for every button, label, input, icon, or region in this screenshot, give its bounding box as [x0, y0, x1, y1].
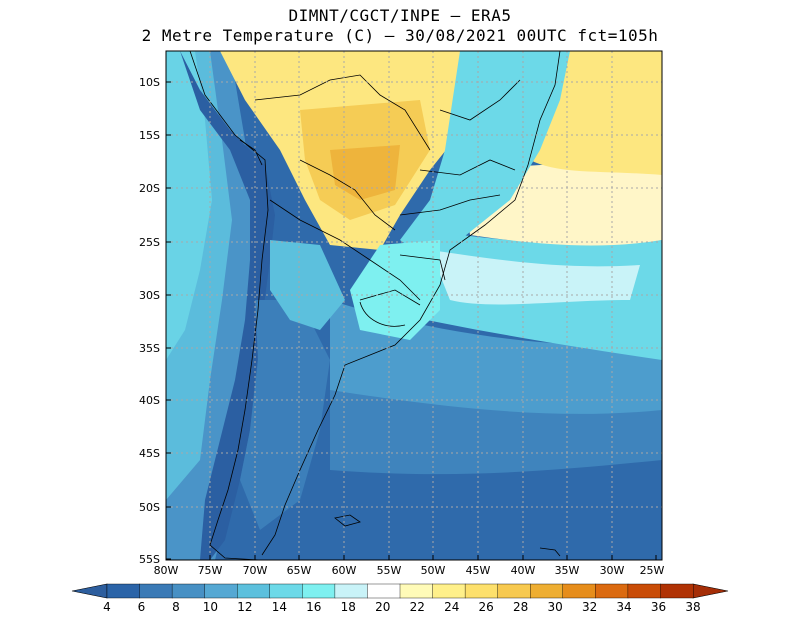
- lon-label-30w: 30W: [600, 564, 625, 577]
- lat-label-25s: 25S: [139, 236, 160, 249]
- lon-label-60w: 60W: [332, 564, 357, 577]
- border-peru-chile: [239, 139, 263, 166]
- lon-label-40w: 40W: [511, 564, 536, 577]
- falkland-islands: [334, 514, 361, 527]
- colorbar-label: 8: [172, 600, 180, 614]
- lat-label-10s: 10S: [139, 76, 160, 89]
- colorbar-cell: [237, 583, 271, 599]
- colorbar-label: 4: [103, 600, 111, 614]
- border-brazil-states-1: [439, 79, 521, 121]
- colorbar: 4 6 8 10 12 14 16 18 20 22 24 26 28 30 32 34 36 38: [71, 583, 729, 614]
- colorbar-cell: [171, 583, 206, 599]
- uruguay-coast: [359, 301, 406, 327]
- atlantic-coastline: [261, 51, 561, 556]
- lon-label-45w: 45W: [466, 564, 491, 577]
- lon-label-65w: 65W: [287, 564, 312, 577]
- border-brazil-states-4: [399, 254, 446, 281]
- border-brazil-states-2: [419, 159, 516, 176]
- lat-label-20s: 20S: [139, 182, 160, 195]
- colorbar-label: 14: [272, 600, 287, 614]
- land-band-14-east: [400, 51, 570, 255]
- title-line-2: 2 Metre Temperature (C) – 30/08/2021 00U…: [141, 26, 659, 45]
- lat-label-15s: 15S: [139, 129, 160, 142]
- colorbar-cell: [204, 583, 238, 599]
- title-line-1: DIMNT/CGCT/INPE – ERA5: [288, 6, 512, 25]
- temperature-field: [166, 51, 662, 560]
- colorbar-label: 38: [685, 600, 700, 614]
- colorbar-cell: [106, 583, 141, 599]
- lon-label-35w: 35W: [555, 564, 580, 577]
- map-frame: [165, 50, 663, 561]
- colorbar-label: 20: [375, 600, 390, 614]
- colorbar-cell: [464, 583, 499, 599]
- lat-label-45s: 45S: [139, 447, 160, 460]
- colorbar-label: 22: [410, 600, 425, 614]
- border-argentina-north: [269, 199, 421, 301]
- colorbar-cell: [139, 583, 173, 599]
- colorbar-cell: [269, 583, 303, 599]
- colorbar-cell: [627, 583, 661, 599]
- lon-label-55w: 55W: [377, 564, 402, 577]
- lon-label-50w: 50W: [421, 564, 446, 577]
- colorbar-cell: [399, 583, 434, 599]
- colorbar-label: 6: [138, 600, 146, 614]
- south-georgia: [539, 547, 561, 557]
- lon-label-70w: 70W: [243, 564, 268, 577]
- colorbar-cell: [660, 583, 694, 599]
- colorbar-label: 36: [651, 600, 666, 614]
- border-paraguay: [299, 159, 396, 231]
- andes-cold-ridge: [180, 51, 275, 560]
- pacific-band-14: [166, 51, 212, 360]
- colorbar-cell: [367, 583, 401, 599]
- colorbar-label: 28: [513, 600, 528, 614]
- lon-label-25w: 25W: [640, 564, 665, 577]
- colorbar-cell: [334, 583, 368, 599]
- lat-label-55s: 55S: [139, 553, 160, 566]
- colorbar-cell: [497, 583, 531, 599]
- colorbar-cell: [530, 583, 564, 599]
- patagonia-band-8: [240, 300, 330, 530]
- colorbar-label: 24: [444, 600, 459, 614]
- atlantic-band-18: [430, 250, 640, 305]
- lon-label-75w: 75W: [198, 564, 223, 577]
- colorbar-left-arrow: [71, 583, 108, 599]
- border-uruguay: [359, 289, 421, 306]
- colorbar-cell: [432, 583, 466, 599]
- colorbar-right-arrow: [692, 583, 729, 599]
- border-brazil-states-3: [399, 194, 501, 216]
- lat-label-50s: 50S: [139, 501, 160, 514]
- lat-label-40s: 40S: [139, 394, 160, 407]
- colorbar-label: 16: [306, 600, 321, 614]
- colorbar-cell: [562, 583, 596, 599]
- lon-axis: 80W 75W 70W 65W 60W 55W 50W 45W 40W 35W …: [154, 555, 665, 577]
- lat-label-35s: 35S: [139, 342, 160, 355]
- border-bolivia-brazil: [254, 74, 431, 151]
- land-band-30: [330, 145, 400, 200]
- colorbar-label: 32: [582, 600, 597, 614]
- coastlines: [189, 51, 561, 560]
- land-band-12: [270, 240, 345, 330]
- lat-label-30s: 30S: [139, 289, 160, 302]
- colorbar-label: 34: [616, 600, 631, 614]
- colorbar-label: 26: [479, 600, 494, 614]
- lat-axis: 10S 15S 20S 25S 30S 35S 40S 45S 50S 55S: [139, 76, 171, 566]
- colorbar-cell: [302, 583, 336, 599]
- colorbar-label: 12: [237, 600, 252, 614]
- colorbar-label: 18: [341, 600, 356, 614]
- colorbar-label: 10: [203, 600, 218, 614]
- colorbar-label: 30: [547, 600, 562, 614]
- colorbar-cell: [595, 583, 629, 599]
- lon-label-80w: 80W: [154, 564, 179, 577]
